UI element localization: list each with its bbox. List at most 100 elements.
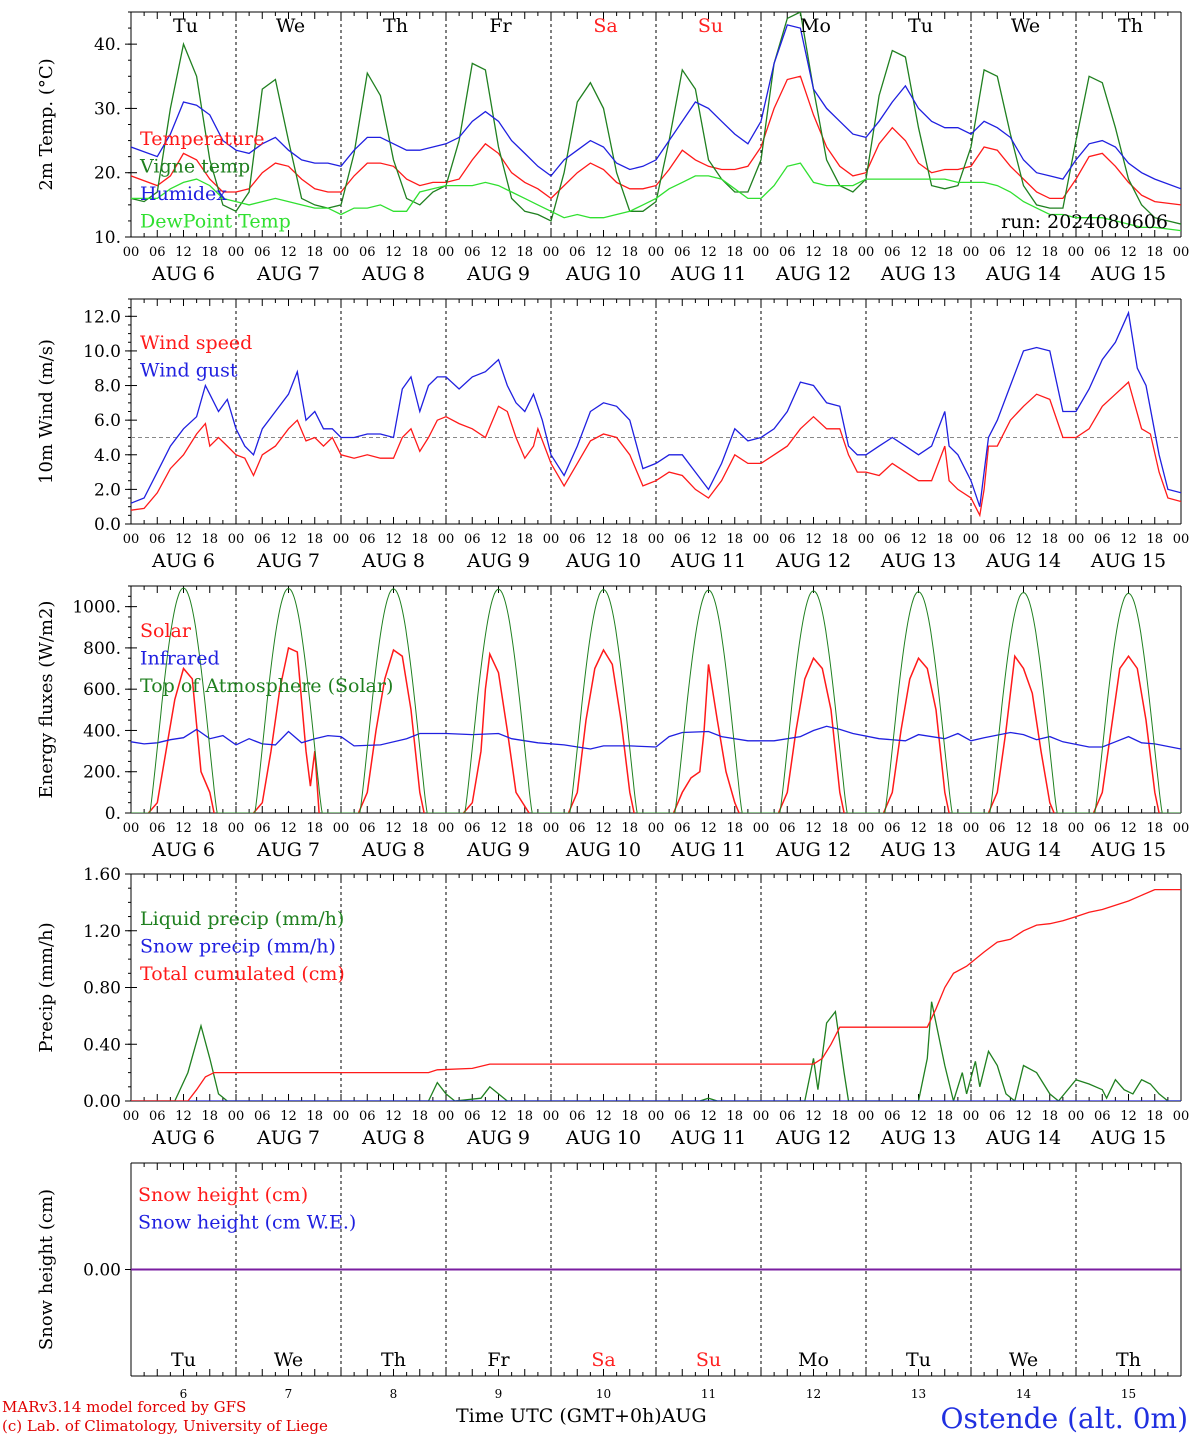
hour-label: 00 — [858, 532, 875, 547]
y-axis-label: Snow height (cm) — [36, 1189, 57, 1350]
hour-label: 00 — [858, 1109, 875, 1124]
hour-label: 00 — [1068, 1109, 1085, 1124]
hour-label: 06 — [254, 532, 271, 547]
hour-label: 06 — [569, 821, 586, 836]
weekday-label: Th — [1116, 1349, 1141, 1371]
date-label: AUG 15 — [1090, 839, 1166, 861]
hour-label: 00 — [228, 245, 245, 260]
hour-label: 18 — [1146, 532, 1163, 547]
legend-snow-height-cm-: Snow height (cm) — [138, 1184, 308, 1206]
hour-label: 00 — [543, 245, 560, 260]
y-tick-label: 800. — [83, 639, 121, 659]
hour-label: 18 — [1041, 1109, 1058, 1124]
hour-label: 12 — [280, 1109, 297, 1124]
date-label: AUG 6 — [151, 1127, 215, 1149]
weekday-label: Su — [698, 15, 723, 37]
hour-label: 06 — [464, 821, 481, 836]
hour-label: 00 — [1173, 821, 1190, 836]
time-axis-label: Time UTC (GMT+0h)AUG — [456, 1405, 707, 1427]
hour-label: 12 — [805, 532, 822, 547]
hour-label: 12 — [175, 821, 192, 836]
date-label: AUG 12 — [775, 263, 851, 285]
hour-label: 06 — [1094, 1109, 1111, 1124]
series-solar-day — [672, 664, 740, 813]
y-tick-label: 0.00 — [83, 1261, 121, 1281]
credit-line-2: (c) Lab. of Climatology, University of L… — [2, 1417, 328, 1435]
series-solar-day — [567, 648, 635, 813]
hour-label: 12 — [805, 245, 822, 260]
series-vigne-temp — [131, 12, 1181, 225]
hour-label: 06 — [569, 532, 586, 547]
hour-label: 12 — [175, 245, 192, 260]
hour-label: 00 — [1173, 245, 1190, 260]
hour-label: 12 — [280, 532, 297, 547]
hour-label: 12 — [910, 532, 927, 547]
series-solar-day — [1092, 654, 1160, 813]
y-tick-label: 1.20 — [83, 922, 121, 942]
hour-label: 00 — [438, 245, 455, 260]
date-label: AUG 6 — [151, 839, 215, 861]
hour-label: 06 — [359, 821, 376, 836]
weekday-label: We — [274, 1349, 303, 1371]
date-label: AUG 8 — [361, 1127, 425, 1149]
date-label: AUG 11 — [670, 839, 746, 861]
credit-line-1: MARv3.14 model forced by GFS — [2, 1398, 247, 1416]
hour-label: 12 — [595, 245, 612, 260]
y-tick-label: 10.0 — [83, 342, 121, 362]
hour-label: 18 — [936, 245, 953, 260]
hour-label: 06 — [359, 532, 376, 547]
date-label: AUG 15 — [1090, 1127, 1166, 1149]
y-tick-label: 12.0 — [83, 307, 121, 327]
date-label: AUG 11 — [670, 1127, 746, 1149]
hour-label: 18 — [411, 821, 428, 836]
legend-temperature: Temperature — [140, 128, 264, 150]
hour-label: 00 — [648, 532, 665, 547]
hour-label: 12 — [490, 821, 507, 836]
hour-label: 00 — [963, 1109, 980, 1124]
hour-label: 18 — [1041, 532, 1058, 547]
month-label: AUG — [661, 1405, 707, 1427]
series-solar-day — [882, 656, 950, 813]
hour-label: 06 — [884, 245, 901, 260]
hour-label: 00 — [543, 821, 560, 836]
legend-liquid-precip-mm-h-: Liquid precip (mm/h) — [140, 908, 344, 930]
date-label: AUG 7 — [256, 263, 320, 285]
hour-label: 12 — [175, 532, 192, 547]
date-label: AUG 10 — [565, 550, 641, 572]
hour-label: 12 — [1015, 245, 1032, 260]
hour-label: 12 — [385, 532, 402, 547]
hour-label: 00 — [753, 245, 770, 260]
date-label: AUG 13 — [880, 1127, 956, 1149]
hour-label: 00 — [333, 245, 350, 260]
hour-label: 06 — [884, 532, 901, 547]
series-liquid-precip-mm-h — [131, 1001, 1181, 1101]
hour-label: 12 — [490, 532, 507, 547]
y-tick-label: 200. — [83, 763, 121, 783]
hour-label: 00 — [543, 532, 560, 547]
hour-label: 00 — [1068, 245, 1085, 260]
hour-label: 12 — [175, 1109, 192, 1124]
hour-label: 00 — [438, 1109, 455, 1124]
legend-wind-gust: Wind gust — [140, 360, 238, 382]
hour-label: 06 — [674, 245, 691, 260]
hour-label: 12 — [1015, 532, 1032, 547]
weekday-label: Fr — [489, 15, 512, 37]
hour-label: 00 — [228, 532, 245, 547]
hour-label: 00 — [333, 532, 350, 547]
hour-label: 18 — [201, 821, 218, 836]
date-label: AUG 8 — [361, 550, 425, 572]
hour-label: 06 — [989, 532, 1006, 547]
hour-label: 00 — [963, 821, 980, 836]
legend-total-cumulated-cm-: Total cumulated (cm) — [140, 963, 345, 985]
hour-label: 12 — [1120, 245, 1137, 260]
hour-label: 12 — [385, 1109, 402, 1124]
day-number-label: 13 — [911, 1387, 926, 1401]
hour-label: 12 — [1120, 821, 1137, 836]
hour-label: 06 — [149, 1109, 166, 1124]
credits: MARv3.14 model forced by GFS (c) Lab. of… — [2, 1398, 328, 1436]
hour-label: 00 — [333, 1109, 350, 1124]
y-tick-label: 30. — [94, 99, 121, 119]
day-number-label: 12 — [806, 1387, 821, 1401]
hour-label: 18 — [201, 532, 218, 547]
weekday-label: We — [276, 15, 305, 37]
